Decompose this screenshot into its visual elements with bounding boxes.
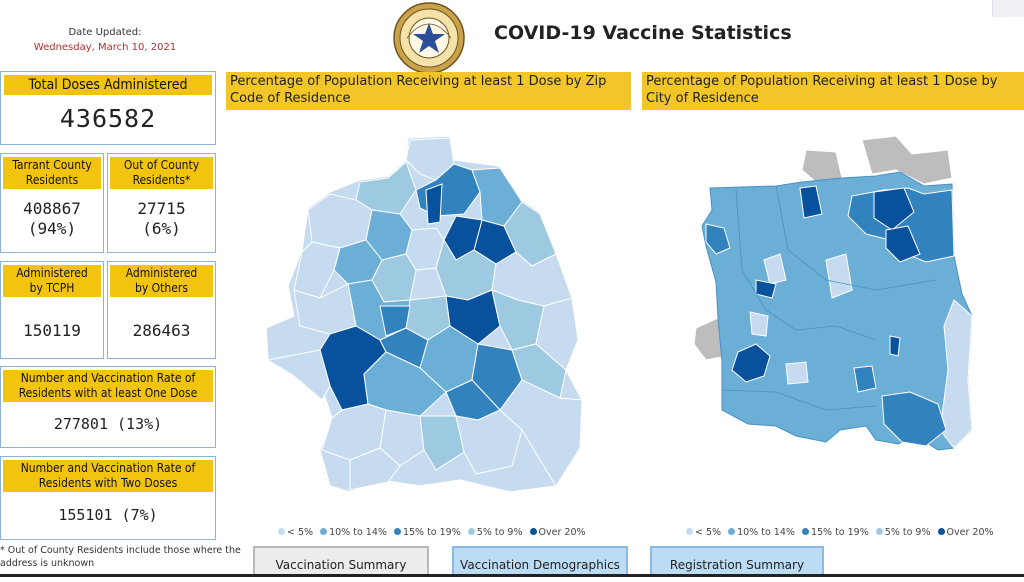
city-map-title: Percentage of Population Receiving at le…	[642, 72, 1024, 110]
legend-item: < 5%	[278, 527, 313, 538]
two-dose-value: 155101 (7%)	[58, 506, 158, 524]
vaccination-summary-button[interactable]: Vaccination Summary	[253, 546, 429, 577]
total-doses-value: 436582	[59, 104, 157, 133]
tarrant-residents-label: Tarrant County Residents	[3, 157, 101, 189]
tarrant-residents-percent: (94%)	[27, 219, 77, 238]
vaccination-demographics-button[interactable]: Vaccination Demographics	[452, 546, 628, 577]
tarrant-county-seal-logo	[393, 2, 465, 74]
date-updated-label: Date Updated:	[68, 27, 142, 38]
two-dose-card: Number and Vaccination Rate of Residents…	[0, 456, 216, 540]
tcph-card: Administered by TCPH 150119	[0, 261, 104, 359]
legend-dot	[875, 528, 883, 535]
corner-menu-tab[interactable]	[992, 0, 1024, 17]
legend-item: 10% to 14%	[728, 527, 795, 538]
zip-map-legend: < 5% 10% to 14% 15% to 19% 5% to 9% Over…	[278, 527, 590, 538]
legend-item: < 5%	[686, 527, 721, 538]
bottom-border	[0, 574, 1024, 577]
others-value: 286463	[132, 321, 191, 340]
legend-dot	[801, 528, 809, 535]
total-doses-label: Total Doses Administered	[4, 75, 212, 95]
out-of-county-footnote: * Out of County Residents include those …	[0, 545, 241, 569]
out-of-county-label: Out of County Residents*	[110, 157, 213, 189]
total-doses-card: Total Doses Administered 436582	[0, 71, 216, 145]
tarrant-residents-value: 408867	[23, 199, 81, 218]
city-map-legend: < 5% 10% to 14% 15% to 19% 5% to 9% Over…	[686, 527, 998, 538]
legend-dot	[278, 528, 285, 535]
legend-item: 15% to 19%	[801, 527, 869, 538]
out-of-county-value: 27715	[137, 199, 186, 218]
tcph-value: 150119	[23, 321, 81, 340]
page-title: COVID-19 Vaccine Statistics	[494, 22, 792, 44]
legend-item: 5% to 9%	[467, 527, 523, 538]
date-updated-value: Wednesday, March 10, 2021	[33, 42, 177, 53]
one-dose-card: Number and Vaccination Rate of Residents…	[0, 366, 216, 448]
legend-dot	[467, 528, 475, 535]
legend-dot	[529, 528, 537, 535]
legend-item: 10% to 14%	[320, 527, 387, 538]
tarrant-residents-card: Tarrant County Residents 408867 (94%)	[0, 153, 104, 253]
zip-code-choropleth-map[interactable]	[260, 130, 590, 500]
legend-item: Over 20%	[937, 527, 994, 538]
one-dose-label: Number and Vaccination Rate of Residents…	[3, 370, 213, 402]
legend-item: Over 20%	[529, 527, 586, 538]
registration-summary-button[interactable]: Registration Summary	[650, 546, 824, 577]
legend-item: 5% to 9%	[875, 527, 931, 538]
tcph-label: Administered by TCPH	[3, 265, 101, 297]
others-card: Administered by Others 286463	[107, 261, 216, 359]
one-dose-value: 277801 (13%)	[53, 415, 163, 433]
legend-dot	[937, 528, 945, 535]
zip-map-title: Percentage of Population Receiving at le…	[226, 72, 631, 110]
legend-item: 15% to 19%	[393, 527, 461, 538]
legend-dot	[686, 528, 693, 535]
others-label: Administered by Others	[110, 265, 213, 297]
two-dose-label: Number and Vaccination Rate of Residents…	[3, 460, 213, 492]
out-of-county-percent: (6%)	[142, 219, 181, 238]
legend-dot	[728, 528, 736, 535]
city-choropleth-map[interactable]	[676, 130, 976, 500]
legend-dot	[320, 528, 328, 535]
out-of-county-card: Out of County Residents* 27715 (6%)	[107, 153, 216, 253]
legend-dot	[393, 528, 401, 535]
